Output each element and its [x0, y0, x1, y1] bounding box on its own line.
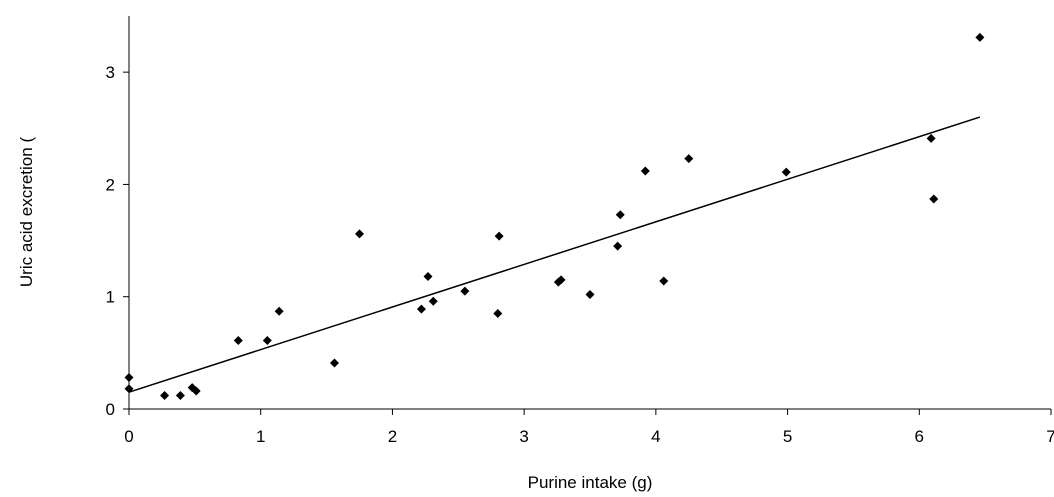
point: [684, 154, 694, 164]
point: [975, 32, 985, 42]
x-tick-label: 5: [783, 427, 792, 446]
point: [274, 306, 284, 316]
y-tick-label: 2: [106, 175, 115, 194]
y-tick-label: 3: [106, 63, 115, 82]
x-tick-label: 6: [915, 427, 924, 446]
x-tick-label: 7: [1046, 427, 1054, 446]
x-tick-label: 4: [651, 427, 660, 446]
point: [556, 275, 566, 285]
point: [416, 304, 426, 314]
point: [191, 386, 201, 396]
point: [233, 336, 243, 346]
point: [160, 391, 170, 401]
point: [659, 276, 669, 286]
point: [175, 391, 185, 401]
y-tick-label: 0: [106, 400, 115, 419]
point: [460, 286, 470, 296]
point: [262, 336, 272, 346]
trendline: [128, 116, 981, 393]
x-tick-label: 2: [388, 427, 397, 446]
y-tick-label: 1: [106, 288, 115, 307]
x-tick-label: 1: [256, 427, 265, 446]
point: [124, 373, 134, 383]
point: [926, 133, 936, 143]
x-tick-label: 0: [124, 427, 133, 446]
point: [329, 358, 339, 368]
point: [493, 309, 503, 319]
point: [423, 272, 433, 282]
point: [494, 231, 504, 241]
point: [613, 241, 623, 251]
x-axis-label: Purine intake (g): [528, 473, 653, 492]
point: [585, 289, 595, 299]
point: [781, 167, 791, 177]
point: [615, 210, 625, 220]
y-axis-label: Uric acid excretion (: [17, 137, 36, 288]
point: [640, 166, 650, 176]
x-tick-label: 3: [519, 427, 528, 446]
point: [355, 229, 364, 239]
point: [428, 296, 438, 306]
point: [929, 194, 939, 204]
